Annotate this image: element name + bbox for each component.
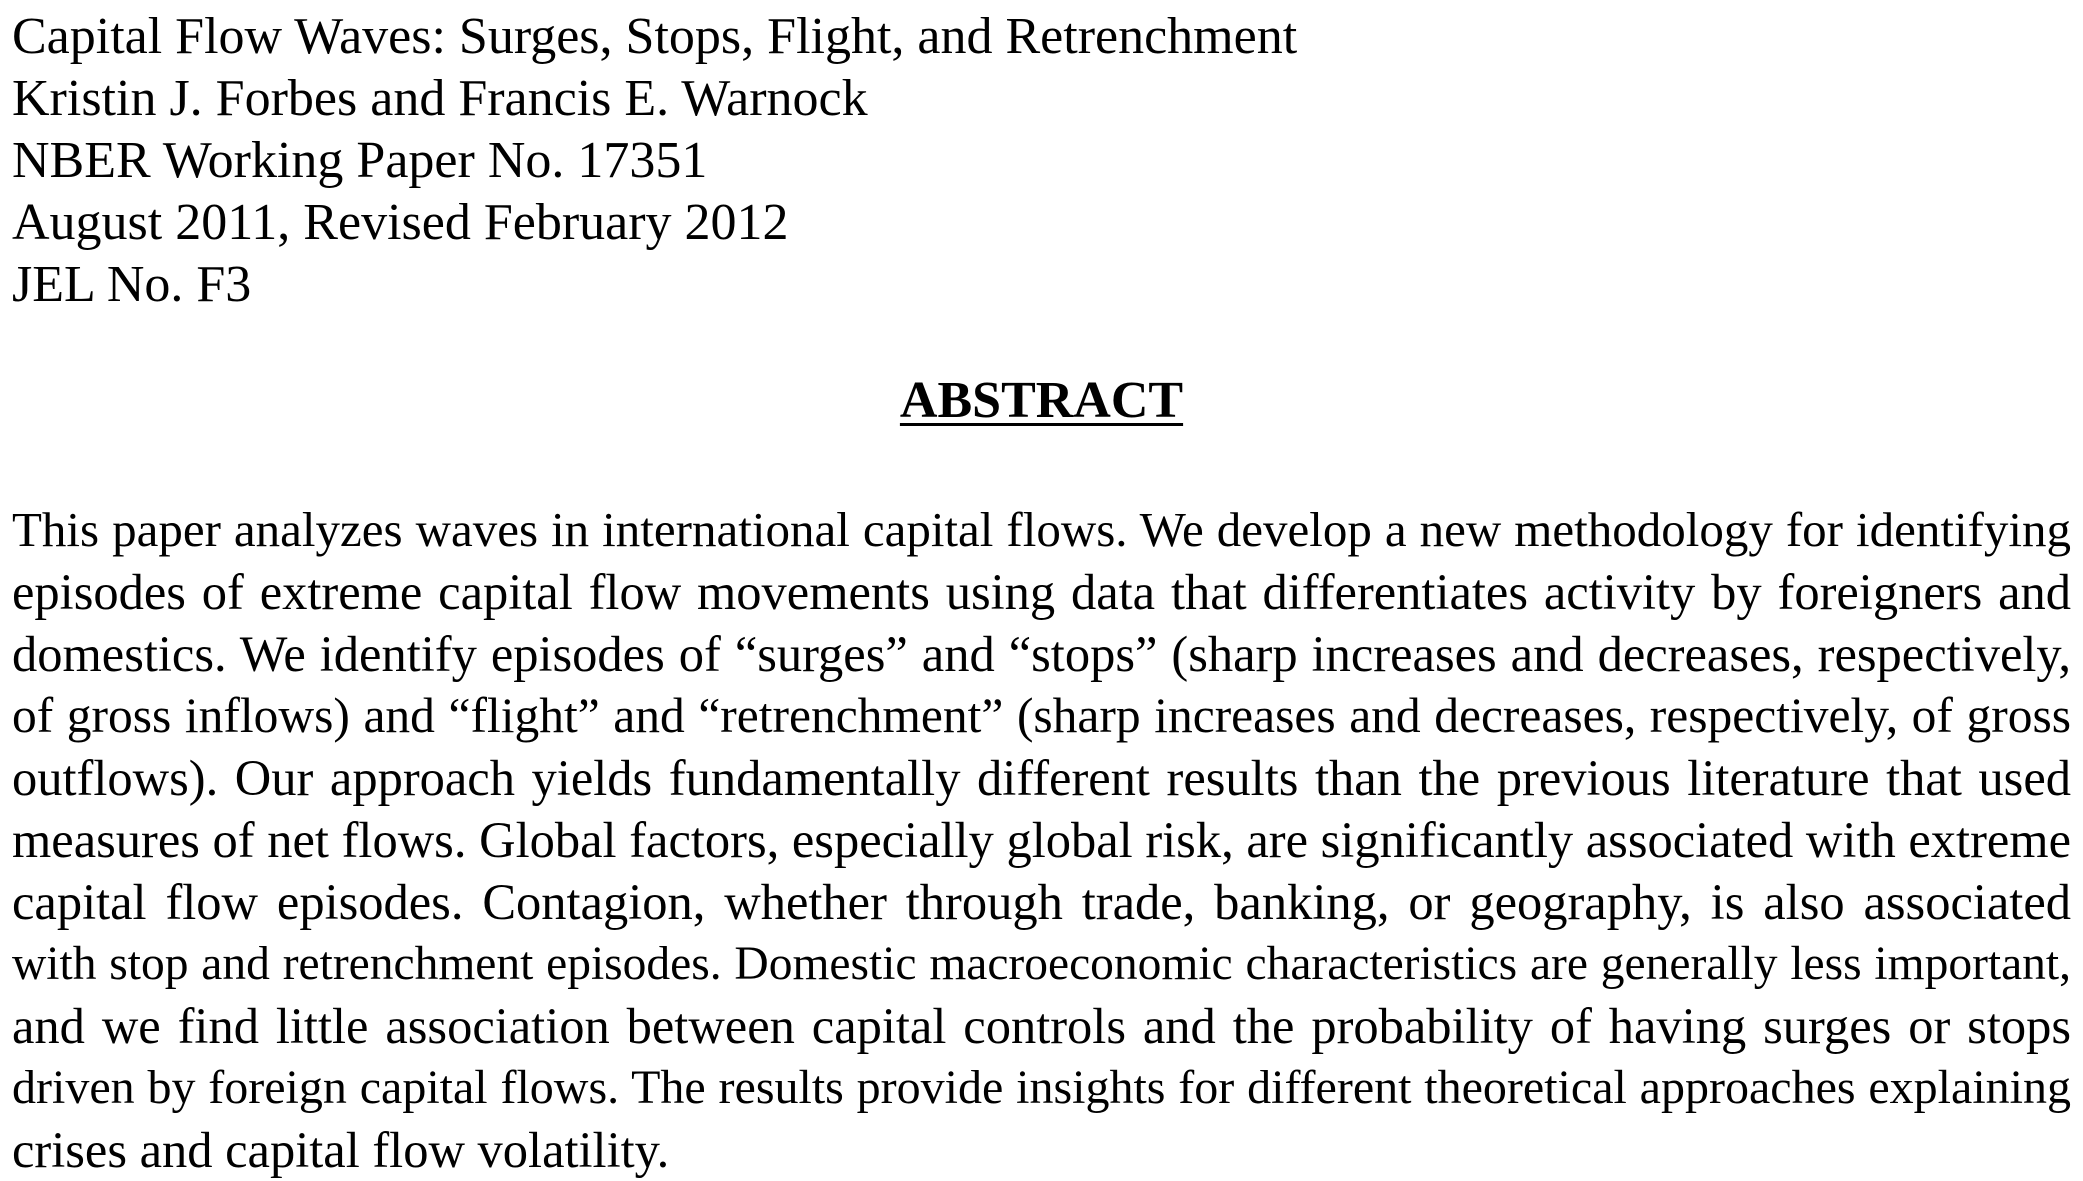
abstract-line: with stop and retrenchment episodes. Dom…: [12, 938, 2071, 990]
abstract-line: driven by foreign capital flows. The res…: [12, 1061, 2071, 1114]
abstract-line: This paper analyzes waves in internation…: [12, 502, 2071, 557]
abstract-line: of gross inflows) and “flight” and “retr…: [12, 688, 2071, 743]
paper-date: August 2011, Revised February 2012: [12, 194, 789, 251]
paper-series: NBER Working Paper No. 17351: [12, 132, 708, 189]
abstract-line: measures of net flows. Global factors, e…: [12, 812, 2071, 868]
abstract-line: episodes of extreme capital flow movemen…: [12, 564, 2071, 620]
abstract-heading: ABSTRACT: [0, 370, 2083, 432]
abstract-line: and we find little association between c…: [12, 998, 2071, 1054]
paper-authors: Kristin J. Forbes and Francis E. Warnock: [12, 70, 868, 127]
abstract-line: capital flow episodes. Contagion, whethe…: [12, 874, 2071, 930]
abstract-line: crises and capital flow volatility.: [12, 1122, 670, 1178]
abstract-line: outflows). Our approach yields fundament…: [12, 750, 2071, 806]
paper-header: Capital Flow Waves: Surges, Stops, Fligh…: [12, 6, 2062, 316]
abstract-body: This paper analyzes waves in internation…: [12, 499, 2071, 1181]
paper-title: Capital Flow Waves: Surges, Stops, Fligh…: [12, 8, 1298, 65]
abstract-line: domestics. We identify episodes of “surg…: [12, 626, 2071, 682]
abstract-heading-text: ABSTRACT: [899, 372, 1184, 429]
paper-jel: JEL No. F3: [12, 256, 252, 313]
